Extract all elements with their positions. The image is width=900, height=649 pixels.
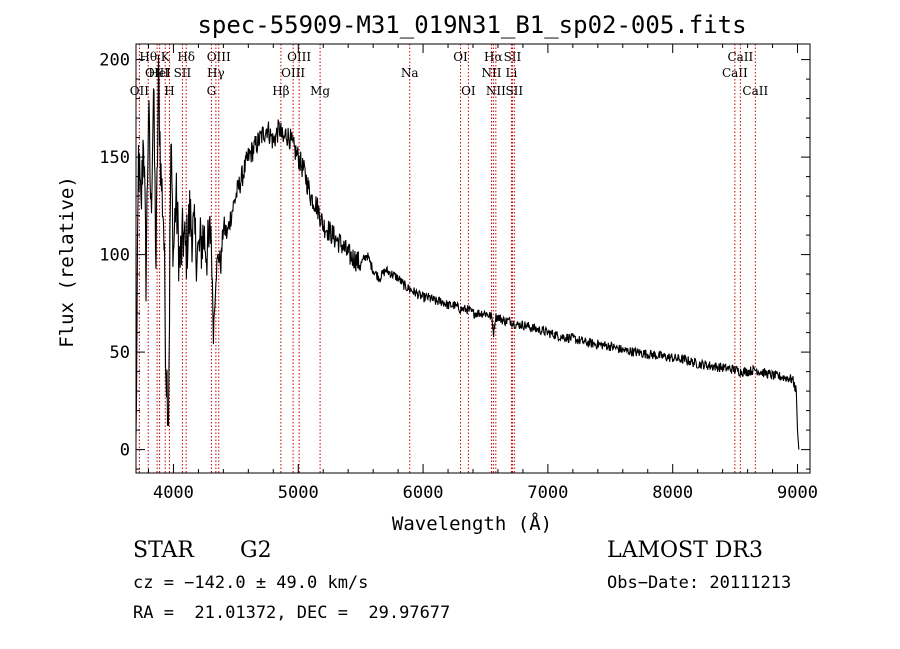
y-tick-label-50: 50: [110, 343, 130, 363]
line-label-15: Na: [401, 66, 419, 80]
observation-date: Obs−Date: 20111213: [607, 573, 792, 593]
line-label-18: NII: [481, 66, 501, 80]
line-label-12: OIII: [281, 66, 305, 80]
line-label-2: OIII: [145, 66, 169, 80]
plot-frame: [135, 43, 811, 474]
redshift-velocity: cz = −142.0 ± 49.0 km/s: [133, 573, 369, 593]
y-tick-label-200: 200: [99, 51, 130, 71]
line-label-3: HeI: [148, 66, 171, 80]
survey-name: LAMOST DR3: [607, 538, 763, 563]
line-label-16: OI: [453, 50, 468, 64]
object-class: STAR: [133, 538, 194, 563]
x-tick-label-4000: 4000: [153, 483, 194, 503]
object-subclass: G2: [240, 538, 272, 563]
x-tick-label-8000: 8000: [652, 483, 693, 503]
y-tick-label-100: 100: [99, 246, 130, 266]
line-label-10: OIII: [207, 50, 231, 64]
line-label-1: Hθ: [139, 50, 157, 64]
x-tick-label-6000: 6000: [403, 483, 444, 503]
spectrum-line: [135, 54, 800, 450]
line-label-25: CaII: [727, 50, 753, 64]
line-label-21: Li: [506, 66, 518, 80]
line-label-9: Hγ: [207, 66, 225, 80]
coordinates: RA = 21.01372, DEC = 29.97677: [133, 603, 451, 623]
x-axis-label: Wavelength (Å): [392, 512, 552, 535]
line-label-26: CaII: [742, 84, 768, 98]
line-label-22: SII: [504, 50, 522, 64]
line-label-17: OI: [461, 84, 476, 98]
line-label-14: Mg: [310, 84, 330, 98]
line-label-13: OIII: [287, 50, 311, 64]
chart-title: spec-55909-M31_019N31_B1_sp02-005.fits: [197, 11, 746, 39]
line-label-23: SII: [505, 84, 523, 98]
x-tick-label-9000: 9000: [777, 483, 818, 503]
spectral-line-markers: OIIHθOIIIHeIKHSIIHδGHγOIIIHβOIIIOIIIMgNa…: [130, 44, 768, 473]
line-label-0: OII: [130, 84, 150, 98]
y-tick-label-0: 0: [120, 441, 130, 461]
x-tick-label-5000: 5000: [278, 483, 319, 503]
line-label-8: G: [207, 84, 217, 98]
line-label-20: NII: [486, 84, 506, 98]
x-tick-label-7000: 7000: [527, 483, 568, 503]
line-label-7: Hδ: [177, 50, 195, 64]
line-label-11: Hβ: [272, 84, 289, 98]
y-axis-label: Flux (relative): [56, 176, 78, 348]
line-label-24: CaII: [722, 66, 748, 80]
line-label-19: Hα: [484, 50, 503, 64]
plot-axes: 4000 5000 6000 7000 8000 9000 0 50 100 150 200: [99, 43, 818, 503]
y-tick-label-150: 150: [99, 148, 130, 168]
spectrum-data: [135, 54, 800, 450]
line-label-5: H: [164, 84, 174, 98]
line-label-4: K: [161, 50, 171, 64]
line-label-6: SII: [174, 66, 192, 80]
